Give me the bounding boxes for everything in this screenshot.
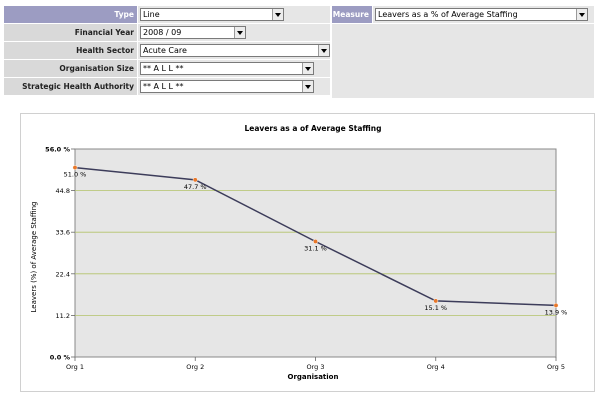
chevron-down-icon[interactable] [272, 9, 283, 20]
measure-select-value: Leavers as a % of Average Staffing [378, 10, 518, 19]
filter-row-organisation-size: Organisation Size ** A L L ** [4, 60, 330, 77]
chart-container: 0.0 % 11.2 22.4 33.6 44.8 56.0 % Org 1 Org 2 Or… [20, 113, 595, 392]
x-tick-label: Org 3 [306, 363, 324, 371]
chevron-down-icon[interactable] [302, 63, 313, 74]
data-labels: 51.0 % 47.7 % 31.1 % 15.1 % 13.9 % [64, 171, 568, 317]
data-point [192, 177, 198, 183]
data-point [72, 165, 78, 171]
measure-select[interactable]: Leavers as a % of Average Staffing [375, 8, 588, 21]
x-axis-ticks: Org 1 Org 2 Org 3 Org 4 Org 5 [66, 357, 565, 371]
measure-cell: Leavers as a % of Average Staffing [373, 6, 594, 23]
filter-row-strategic-health-authority: Strategic Health Authority ** A L L ** [4, 78, 330, 95]
data-label: 13.9 % [545, 308, 568, 316]
data-label: 47.7 % [184, 183, 207, 191]
filter-row-health-sector: Health Sector Acute Care [4, 42, 330, 59]
filter-row-financial-year: Financial Year 2008 / 09 [4, 24, 330, 41]
organisation-size-select-value: ** A L L ** [143, 64, 184, 73]
data-label: 15.1 % [424, 304, 447, 312]
financial-year-select-value: 2008 / 09 [143, 28, 182, 37]
financial-year-label: Financial Year [4, 24, 137, 41]
filter-panel: Type Line Financial Year 2008 / 09 Healt… [0, 0, 600, 100]
data-label: 51.0 % [64, 171, 87, 179]
health-sector-select[interactable]: Acute Care [140, 44, 330, 57]
data-label: 31.1 % [304, 244, 327, 252]
health-sector-label: Health Sector [4, 42, 137, 59]
health-sector-cell: Acute Care [138, 42, 330, 59]
measure-label: Measure [332, 6, 372, 23]
gridlines [75, 190, 556, 316]
line-chart: 0.0 %11.222.433.644.856.0 % Org 1 Org 2 Or… [30, 124, 568, 381]
financial-year-select[interactable]: 2008 / 09 [140, 26, 246, 39]
chart-title: Leavers as a of Average Staffing [245, 124, 382, 133]
strategic-health-authority-label: Strategic Health Authority [4, 78, 137, 95]
data-point [553, 302, 559, 308]
health-sector-select-value: Acute Care [143, 46, 187, 55]
type-select[interactable]: Line [140, 8, 284, 21]
strategic-health-authority-cell: ** A L L ** [138, 78, 330, 95]
y-tick-label: 56.0 % [45, 146, 70, 154]
organisation-size-cell: ** A L L ** [138, 60, 330, 77]
y-tick-label: 44.8 [56, 187, 70, 195]
type-cell: Line [138, 6, 330, 23]
financial-year-cell: 2008 / 09 [138, 24, 330, 41]
y-tick-label: 11.2 [56, 312, 70, 320]
x-tick-label: Org 1 [66, 363, 84, 371]
data-points [72, 165, 559, 308]
filter-row-type: Type Line [4, 6, 330, 23]
x-axis-title: Organisation [288, 373, 339, 381]
y-axis-ticks: 0.0 % 11.2 22.4 33.6 44.8 56.0 % [45, 146, 75, 362]
chevron-down-icon[interactable] [302, 81, 313, 92]
y-tick-label: 33.6 [56, 229, 70, 237]
chevron-down-icon[interactable] [234, 27, 245, 38]
organisation-size-label: Organisation Size [4, 60, 137, 77]
x-tick-label: Org 4 [427, 363, 445, 371]
y-tick-label: 0.0 % [50, 354, 71, 362]
y-tick-label: 22.4 [56, 270, 70, 278]
organisation-size-select[interactable]: ** A L L ** [140, 62, 314, 75]
type-select-value: Line [143, 10, 160, 19]
type-label: Type [4, 6, 137, 23]
filter-panel-filler [332, 24, 594, 98]
plot-area [74, 148, 557, 358]
chevron-down-icon[interactable] [576, 9, 587, 20]
x-tick-label: Org 2 [186, 363, 204, 371]
y-axis-title: Leavers (%) of Average Staffing [30, 202, 38, 313]
chevron-down-icon[interactable] [318, 45, 329, 56]
data-point [313, 239, 318, 244]
strategic-health-authority-select[interactable]: ** A L L ** [140, 80, 314, 93]
data-point [433, 298, 439, 304]
strategic-health-authority-select-value: ** A L L ** [143, 82, 184, 91]
x-tick-label: Org 5 [547, 363, 565, 371]
